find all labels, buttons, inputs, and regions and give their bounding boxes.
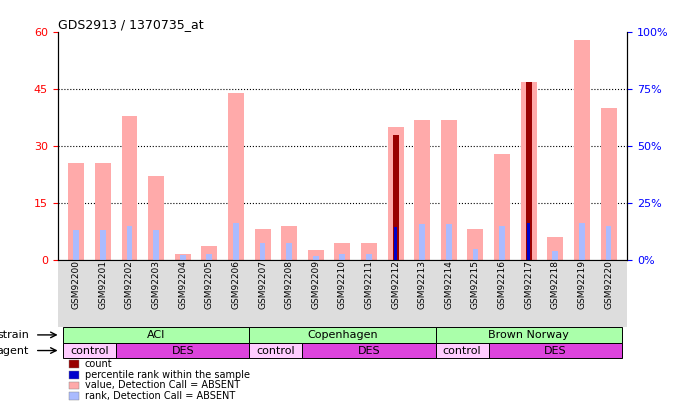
Text: GSM92212: GSM92212 (391, 260, 400, 309)
Bar (525, 82, 532, 260)
Text: GSM92206: GSM92206 (231, 260, 241, 309)
Text: GSM92213: GSM92213 (418, 260, 426, 309)
Text: GDS2913 / 1370735_at: GDS2913 / 1370735_at (58, 18, 203, 31)
Text: GSM92205: GSM92205 (205, 260, 214, 309)
Bar (414, 119, 431, 260)
Bar (286, 243, 292, 260)
Text: ACI: ACI (147, 330, 165, 340)
Bar (73, 230, 79, 260)
Text: control: control (71, 345, 109, 356)
Bar (473, 249, 479, 260)
Bar (250, 343, 302, 358)
Text: GSM92201: GSM92201 (98, 260, 107, 309)
Bar (206, 254, 212, 260)
Bar (494, 153, 510, 260)
Text: GSM92207: GSM92207 (258, 260, 267, 309)
Text: control: control (443, 345, 481, 356)
Text: GSM92200: GSM92200 (72, 260, 81, 309)
Bar (361, 243, 377, 260)
Text: rank, Detection Call = ABSENT: rank, Detection Call = ABSENT (85, 391, 235, 401)
Bar (419, 224, 425, 260)
Bar (127, 226, 132, 260)
Bar (553, 251, 558, 260)
Bar (435, 343, 489, 358)
Bar (525, 223, 532, 260)
Text: agent: agent (0, 345, 29, 356)
Text: GSM92211: GSM92211 (365, 260, 374, 309)
Text: GSM92202: GSM92202 (125, 260, 134, 309)
Bar (574, 40, 590, 260)
Bar (68, 163, 84, 260)
Bar (395, 227, 397, 260)
Text: DES: DES (172, 345, 194, 356)
Text: GSM92217: GSM92217 (524, 260, 533, 309)
Text: value, Detection Call = ABSENT: value, Detection Call = ABSENT (85, 380, 240, 390)
Text: percentile rank within the sample: percentile rank within the sample (85, 369, 250, 379)
Bar (393, 227, 399, 260)
Text: control: control (256, 345, 295, 356)
Bar (233, 223, 239, 260)
Bar (579, 223, 585, 260)
Bar (446, 224, 452, 260)
Text: Copenhagen: Copenhagen (307, 330, 378, 340)
Text: DES: DES (544, 345, 567, 356)
Bar (393, 134, 399, 260)
Bar (69, 360, 79, 368)
Bar (69, 371, 79, 379)
Text: GSM92204: GSM92204 (178, 260, 187, 309)
Bar (521, 82, 537, 260)
Bar (228, 93, 244, 260)
Bar (388, 127, 403, 260)
Bar (201, 246, 218, 260)
Text: GSM92208: GSM92208 (285, 260, 294, 309)
Bar (63, 327, 250, 343)
Bar (605, 226, 612, 260)
Bar (366, 254, 372, 260)
Bar (340, 254, 345, 260)
Bar (69, 382, 79, 390)
Bar (601, 108, 616, 260)
Bar (313, 256, 319, 260)
Text: GSM92218: GSM92218 (551, 260, 560, 309)
Bar (334, 243, 351, 260)
Bar (489, 343, 622, 358)
Bar (148, 176, 164, 260)
Bar (121, 116, 138, 260)
Bar (100, 230, 106, 260)
Text: Brown Norway: Brown Norway (488, 330, 569, 340)
Bar (499, 226, 505, 260)
Bar (467, 229, 483, 260)
Bar (260, 243, 266, 260)
Text: strain: strain (0, 330, 29, 340)
Bar (58, 260, 627, 327)
Text: GSM92215: GSM92215 (471, 260, 480, 309)
Text: count: count (85, 359, 113, 369)
Bar (69, 392, 79, 400)
Bar (254, 229, 271, 260)
Text: GSM92209: GSM92209 (311, 260, 320, 309)
Text: DES: DES (358, 345, 380, 356)
Bar (302, 343, 435, 358)
Bar (63, 343, 116, 358)
Text: GSM92220: GSM92220 (604, 260, 613, 309)
Text: GSM92216: GSM92216 (498, 260, 506, 309)
Bar (547, 237, 563, 260)
Bar (153, 230, 159, 260)
Text: GSM92214: GSM92214 (444, 260, 454, 309)
Bar (175, 254, 191, 260)
Bar (95, 163, 111, 260)
Bar (308, 250, 324, 260)
Bar (250, 327, 435, 343)
Bar (527, 223, 530, 260)
Bar (441, 119, 457, 260)
Bar (116, 343, 250, 358)
Bar (435, 327, 622, 343)
Bar (281, 226, 297, 260)
Text: GSM92203: GSM92203 (152, 260, 161, 309)
Bar (180, 255, 186, 260)
Text: GSM92210: GSM92210 (338, 260, 347, 309)
Text: GSM92219: GSM92219 (578, 260, 586, 309)
